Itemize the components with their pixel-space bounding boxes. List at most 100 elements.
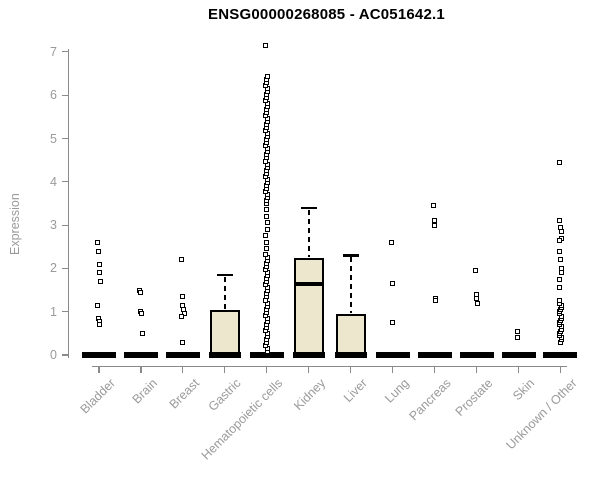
outlier-point: [433, 298, 439, 304]
collapsed-box-bar: [459, 352, 494, 358]
x-axis-tick: [350, 366, 352, 373]
x-axis-tick: [434, 366, 436, 373]
whisker-line: [307, 209, 310, 257]
x-tick-label: Skin: [510, 376, 538, 404]
outlier-point: [472, 268, 478, 274]
collapsed-box-bar: [123, 352, 158, 358]
collapsed-box-bar: [249, 352, 284, 358]
outlier-point: [431, 203, 436, 209]
outlier-point: [474, 300, 480, 306]
outlier-point: [557, 248, 563, 254]
outlier-point: [556, 237, 562, 243]
collapsed-box-bar: [543, 352, 578, 358]
outlier-point: [179, 294, 185, 300]
box-bottom-bar: [292, 352, 325, 358]
outlier-point: [179, 339, 185, 345]
outlier-point: [389, 239, 395, 245]
outlier-point: [558, 229, 564, 235]
outlier-point: [95, 248, 101, 254]
x-tick-label: Kidney: [290, 376, 328, 413]
whisker-line: [223, 276, 226, 309]
y-tick-label: 3: [50, 218, 57, 233]
outlier-point: [389, 281, 395, 287]
y-tick-label: 5: [50, 131, 57, 146]
x-axis-tick: [559, 366, 562, 373]
y-axis-tick: [62, 267, 68, 269]
outlier-point: [264, 213, 270, 219]
whisker-line: [349, 257, 352, 313]
outlier-point: [390, 320, 396, 326]
y-tick-label: 6: [50, 88, 57, 103]
outlier-point: [96, 261, 102, 267]
x-axis-tick: [140, 366, 142, 373]
x-tick-label: Brain: [129, 376, 160, 407]
outlier-point: [559, 270, 565, 276]
outlier-point: [557, 218, 563, 224]
outlier-point: [137, 289, 143, 295]
outlier-point: [263, 207, 269, 213]
y-tick-label: 7: [50, 44, 57, 59]
outlier-point: [263, 239, 269, 245]
x-tick-label: Hematopoietic cells: [199, 376, 286, 463]
x-axis-tick: [308, 366, 310, 373]
x-axis-tick: [517, 366, 520, 373]
outlier-point: [264, 73, 270, 79]
y-axis-line: [68, 48, 70, 358]
outlier-point: [139, 311, 144, 317]
y-tick-label: 2: [50, 261, 57, 276]
y-axis-title: Expression: [8, 193, 22, 255]
x-tick-label: Breast: [166, 376, 202, 412]
x-axis-tick: [266, 366, 268, 373]
y-tick-label: 1: [50, 304, 57, 319]
median-line: [294, 281, 323, 287]
x-axis-tick: [182, 366, 184, 373]
outlier-point: [179, 313, 185, 319]
whisker-cap: [216, 273, 233, 277]
outlier-point: [264, 246, 270, 252]
box-bottom-bar: [334, 352, 367, 358]
x-tick-label: Prostate: [452, 376, 496, 419]
x-axis-tick: [224, 366, 226, 373]
x-axis-tick: [392, 366, 394, 373]
x-tick-label: Pancreas: [406, 376, 454, 424]
x-tick-label: Bladder: [77, 376, 118, 417]
whisker-cap: [300, 206, 317, 210]
outlier-point: [263, 252, 269, 258]
x-axis-line: [92, 366, 567, 368]
y-tick-label: 4: [50, 174, 57, 189]
y-axis-tick: [62, 94, 68, 96]
outlier-point: [264, 220, 270, 226]
outlier-point: [179, 257, 185, 263]
y-axis-tick: [62, 181, 68, 183]
outlier-point: [514, 328, 520, 334]
box: [293, 257, 324, 357]
x-axis-tick: [475, 366, 478, 373]
y-axis-tick: [62, 311, 68, 313]
chart-title: ENSG00000268085 - AC051642.1: [208, 6, 445, 23]
outlier-point: [265, 226, 271, 232]
outlier-point: [95, 239, 101, 245]
outlier-point: [556, 159, 562, 165]
collapsed-box-bar: [375, 352, 410, 358]
collapsed-box-bar: [417, 352, 452, 358]
outlier-point: [97, 278, 103, 284]
x-tick-label: Lung: [381, 376, 412, 406]
outlier-point: [97, 322, 103, 328]
x-tick-label: Gastric: [205, 376, 244, 414]
outlier-point: [263, 233, 269, 239]
box: [335, 313, 366, 357]
collapsed-box-bar: [165, 352, 200, 358]
outlier-point: [139, 330, 145, 336]
collapsed-box-bar: [82, 352, 116, 358]
outlier-point: [556, 276, 562, 282]
collapsed-box-bar: [501, 352, 536, 358]
outlier-point: [97, 270, 103, 276]
y-axis-tick: [62, 51, 68, 53]
outlier-point: [432, 222, 438, 228]
outlier-point: [557, 257, 563, 263]
y-axis-tick: [62, 137, 68, 140]
outlier-point: [515, 335, 521, 341]
outlier-point: [557, 298, 563, 304]
whisker-cap: [342, 254, 359, 257]
